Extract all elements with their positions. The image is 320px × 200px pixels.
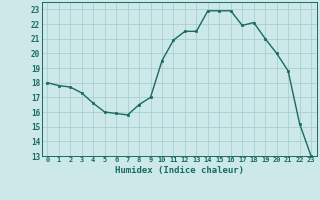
X-axis label: Humidex (Indice chaleur): Humidex (Indice chaleur)	[115, 166, 244, 175]
